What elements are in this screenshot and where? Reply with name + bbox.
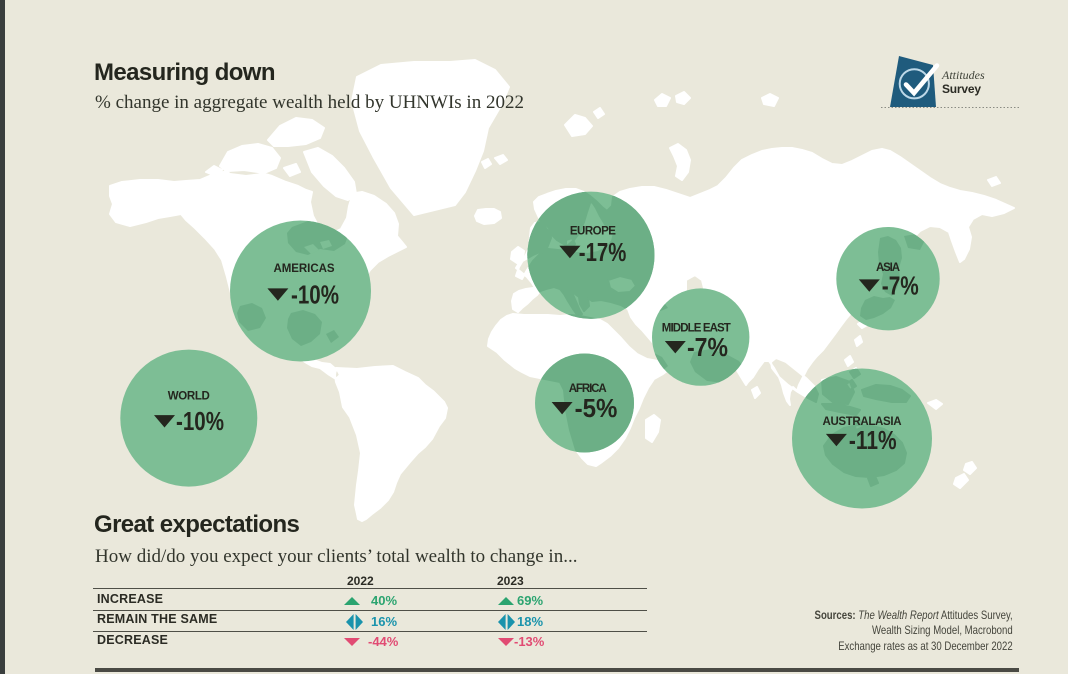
svg-text:-17%: -17% [579, 237, 627, 267]
svg-text:ASIA: ASIA [876, 262, 900, 274]
svg-text:AMERICAS: AMERICAS [274, 263, 335, 275]
svg-text:-10%: -10% [291, 279, 339, 309]
svg-text:-7%: -7% [687, 332, 728, 362]
svg-text:Survey: Survey [942, 82, 981, 96]
svg-text:AFRICA: AFRICA [569, 383, 607, 395]
svg-text:-7%: -7% [882, 270, 919, 300]
svg-text:WORLD: WORLD [168, 390, 210, 402]
svg-text:AUSTRALASIA: AUSTRALASIA [823, 416, 902, 428]
svg-text:-10%: -10% [176, 406, 224, 436]
svg-text:MIDDLE EAST: MIDDLE EAST [662, 322, 731, 334]
svg-text:Attitudes: Attitudes [941, 68, 985, 82]
svg-text:-11%: -11% [849, 425, 897, 455]
svg-text:-5%: -5% [575, 393, 618, 423]
svg-text:EUROPE: EUROPE [570, 226, 616, 238]
